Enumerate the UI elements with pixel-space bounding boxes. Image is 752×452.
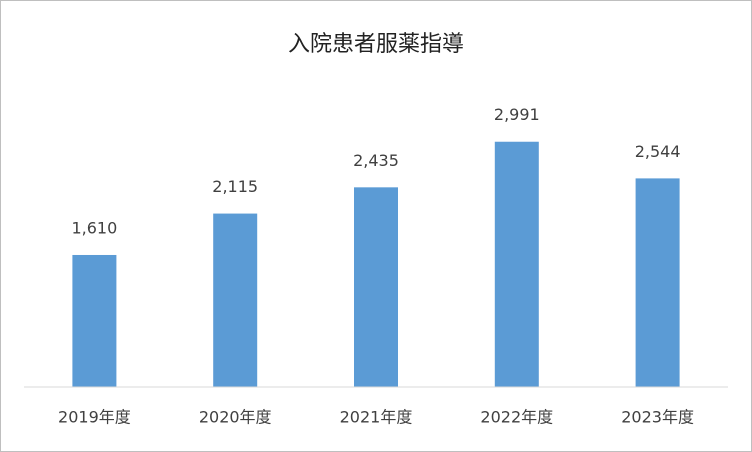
x-tick-label: 2019年度 <box>58 408 131 427</box>
chart-title: 入院患者服薬指導 <box>288 32 464 57</box>
x-tick-label: 2022年度 <box>480 408 553 427</box>
data-label: 2,435 <box>353 151 399 170</box>
bar <box>635 178 680 387</box>
x-tick-label: 2021年度 <box>340 408 413 427</box>
bar <box>213 213 258 387</box>
data-label: 2,115 <box>212 177 258 196</box>
x-tick-label: 2023年度 <box>621 408 694 427</box>
bar <box>354 187 398 387</box>
bar <box>72 254 117 387</box>
data-label: 2,991 <box>494 105 540 124</box>
bar <box>494 141 539 387</box>
data-label: 2,544 <box>635 142 681 161</box>
x-tick-label: 2020年度 <box>199 408 272 427</box>
data-label: 1,610 <box>71 218 117 237</box>
